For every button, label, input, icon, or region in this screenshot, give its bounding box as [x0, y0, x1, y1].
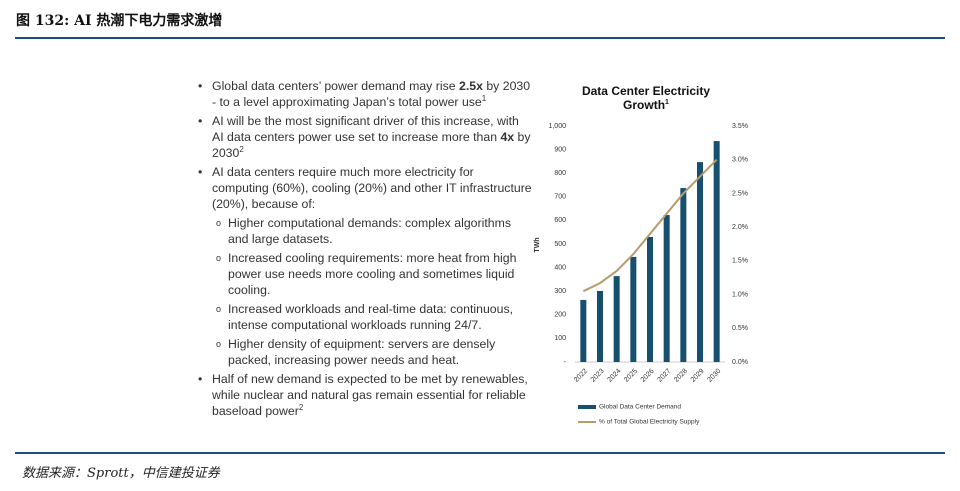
bullet-text: by 2030	[212, 130, 531, 160]
footnote-ref: 2	[239, 144, 244, 154]
chart-title-line: Growth	[623, 98, 665, 112]
x-tick-label: 2026	[640, 368, 656, 384]
y2-tick-label: 2.5%	[732, 190, 748, 197]
bullet: AI data centers require much more electr…	[198, 164, 533, 212]
legend-label: % of Total Global Electricity Supply	[599, 419, 700, 426]
header-title: 图 132: AI 热潮下电力需求激增	[16, 13, 223, 29]
chart-title-line: Data Center Electricity	[582, 84, 710, 98]
legend-swatch	[578, 405, 596, 409]
y-tick-label: 1,000	[548, 123, 566, 130]
bullet-text: AI will be the most significant driver o…	[212, 114, 519, 144]
bullet-text: AI data centers require much more electr…	[212, 165, 532, 211]
y-tick-label: 100	[554, 335, 566, 342]
x-tick-label: 2029	[690, 368, 706, 384]
sub-bullet: Increased cooling requirements: more hea…	[198, 250, 533, 298]
x-tick-label: 2027	[656, 368, 672, 384]
chart-title-sup: 1	[665, 99, 669, 106]
y2-tick-label: 1.5%	[732, 258, 748, 265]
bar	[597, 290, 603, 362]
y-tick-label: 200	[554, 312, 566, 319]
x-tick-label: 2025	[623, 368, 639, 384]
y-tick-label: 300	[554, 288, 566, 295]
sub-bullet: Higher density of equipment: servers are…	[198, 336, 533, 368]
bar	[613, 276, 620, 362]
y-axis-label: TWh	[534, 237, 541, 252]
bullet-text: 4x	[500, 130, 515, 144]
bullet-text: Half of new demand is expected to be met…	[212, 372, 528, 418]
bullet: Global data centers’ power demand may ri…	[198, 78, 533, 110]
y-tick-label: 400	[554, 264, 566, 271]
bar	[697, 162, 703, 362]
footnote-ref: 1	[481, 93, 487, 103]
bar	[680, 188, 687, 362]
legend-label: Global Data Center Demand	[599, 404, 681, 411]
y2-tick-label: 3.5%	[732, 123, 748, 130]
bar	[630, 256, 637, 362]
x-tick-label: 2024	[606, 368, 622, 384]
bar	[580, 299, 587, 362]
bullet-text: Global data centers’ power demand may ri…	[212, 79, 459, 93]
bullet: Half of new demand is expected to be met…	[198, 371, 533, 419]
bullet-text: by 2030 - to a level approximating Japan…	[212, 79, 531, 109]
y-tick-label: -	[564, 359, 567, 366]
y-tick-label: 500	[554, 241, 566, 248]
bullet-list: Global data centers’ power demand may ri…	[198, 78, 533, 422]
sub-bullet: Higher computational demands: complex al…	[198, 215, 533, 247]
y2-tick-label: 3.0%	[732, 157, 748, 164]
bar	[713, 141, 720, 362]
y-tick-label: 900	[554, 146, 566, 153]
chart-title-text: Data Center Electricity Growth	[582, 84, 710, 112]
x-tick-label: 2030	[706, 368, 722, 384]
bar	[647, 236, 653, 362]
x-tick-label: 2028	[673, 368, 689, 384]
footnote-ref: 2	[298, 402, 304, 412]
footer-source: 数据来源：Sprott，中信建投证券	[22, 466, 220, 481]
y2-tick-label: 1.0%	[732, 291, 748, 298]
sub-bullet: Increased workloads and real-time data: …	[198, 301, 533, 333]
footer-rule	[15, 452, 945, 454]
chart-title: Data Center Electricity Growth1	[582, 84, 710, 112]
y-tick-label: 800	[554, 170, 566, 177]
y-tick-label: 700	[554, 194, 566, 201]
x-tick-label: 2023	[590, 368, 606, 384]
y2-tick-label: 2.0%	[732, 224, 748, 231]
y-tick-label: 600	[554, 217, 566, 224]
bar	[663, 214, 670, 362]
y2-tick-label: 0.0%	[732, 359, 748, 366]
bullet: AI will be the most significant driver o…	[198, 113, 533, 161]
line	[582, 159, 718, 293]
header-rule	[15, 37, 945, 39]
chart: Data Center Electricity Growth1 TWh - 100 200…	[534, 84, 748, 426]
x-tick-label: 2022	[573, 368, 589, 384]
y2-tick-label: 0.5%	[732, 325, 748, 332]
bullet-text: 2.5x	[458, 79, 483, 93]
